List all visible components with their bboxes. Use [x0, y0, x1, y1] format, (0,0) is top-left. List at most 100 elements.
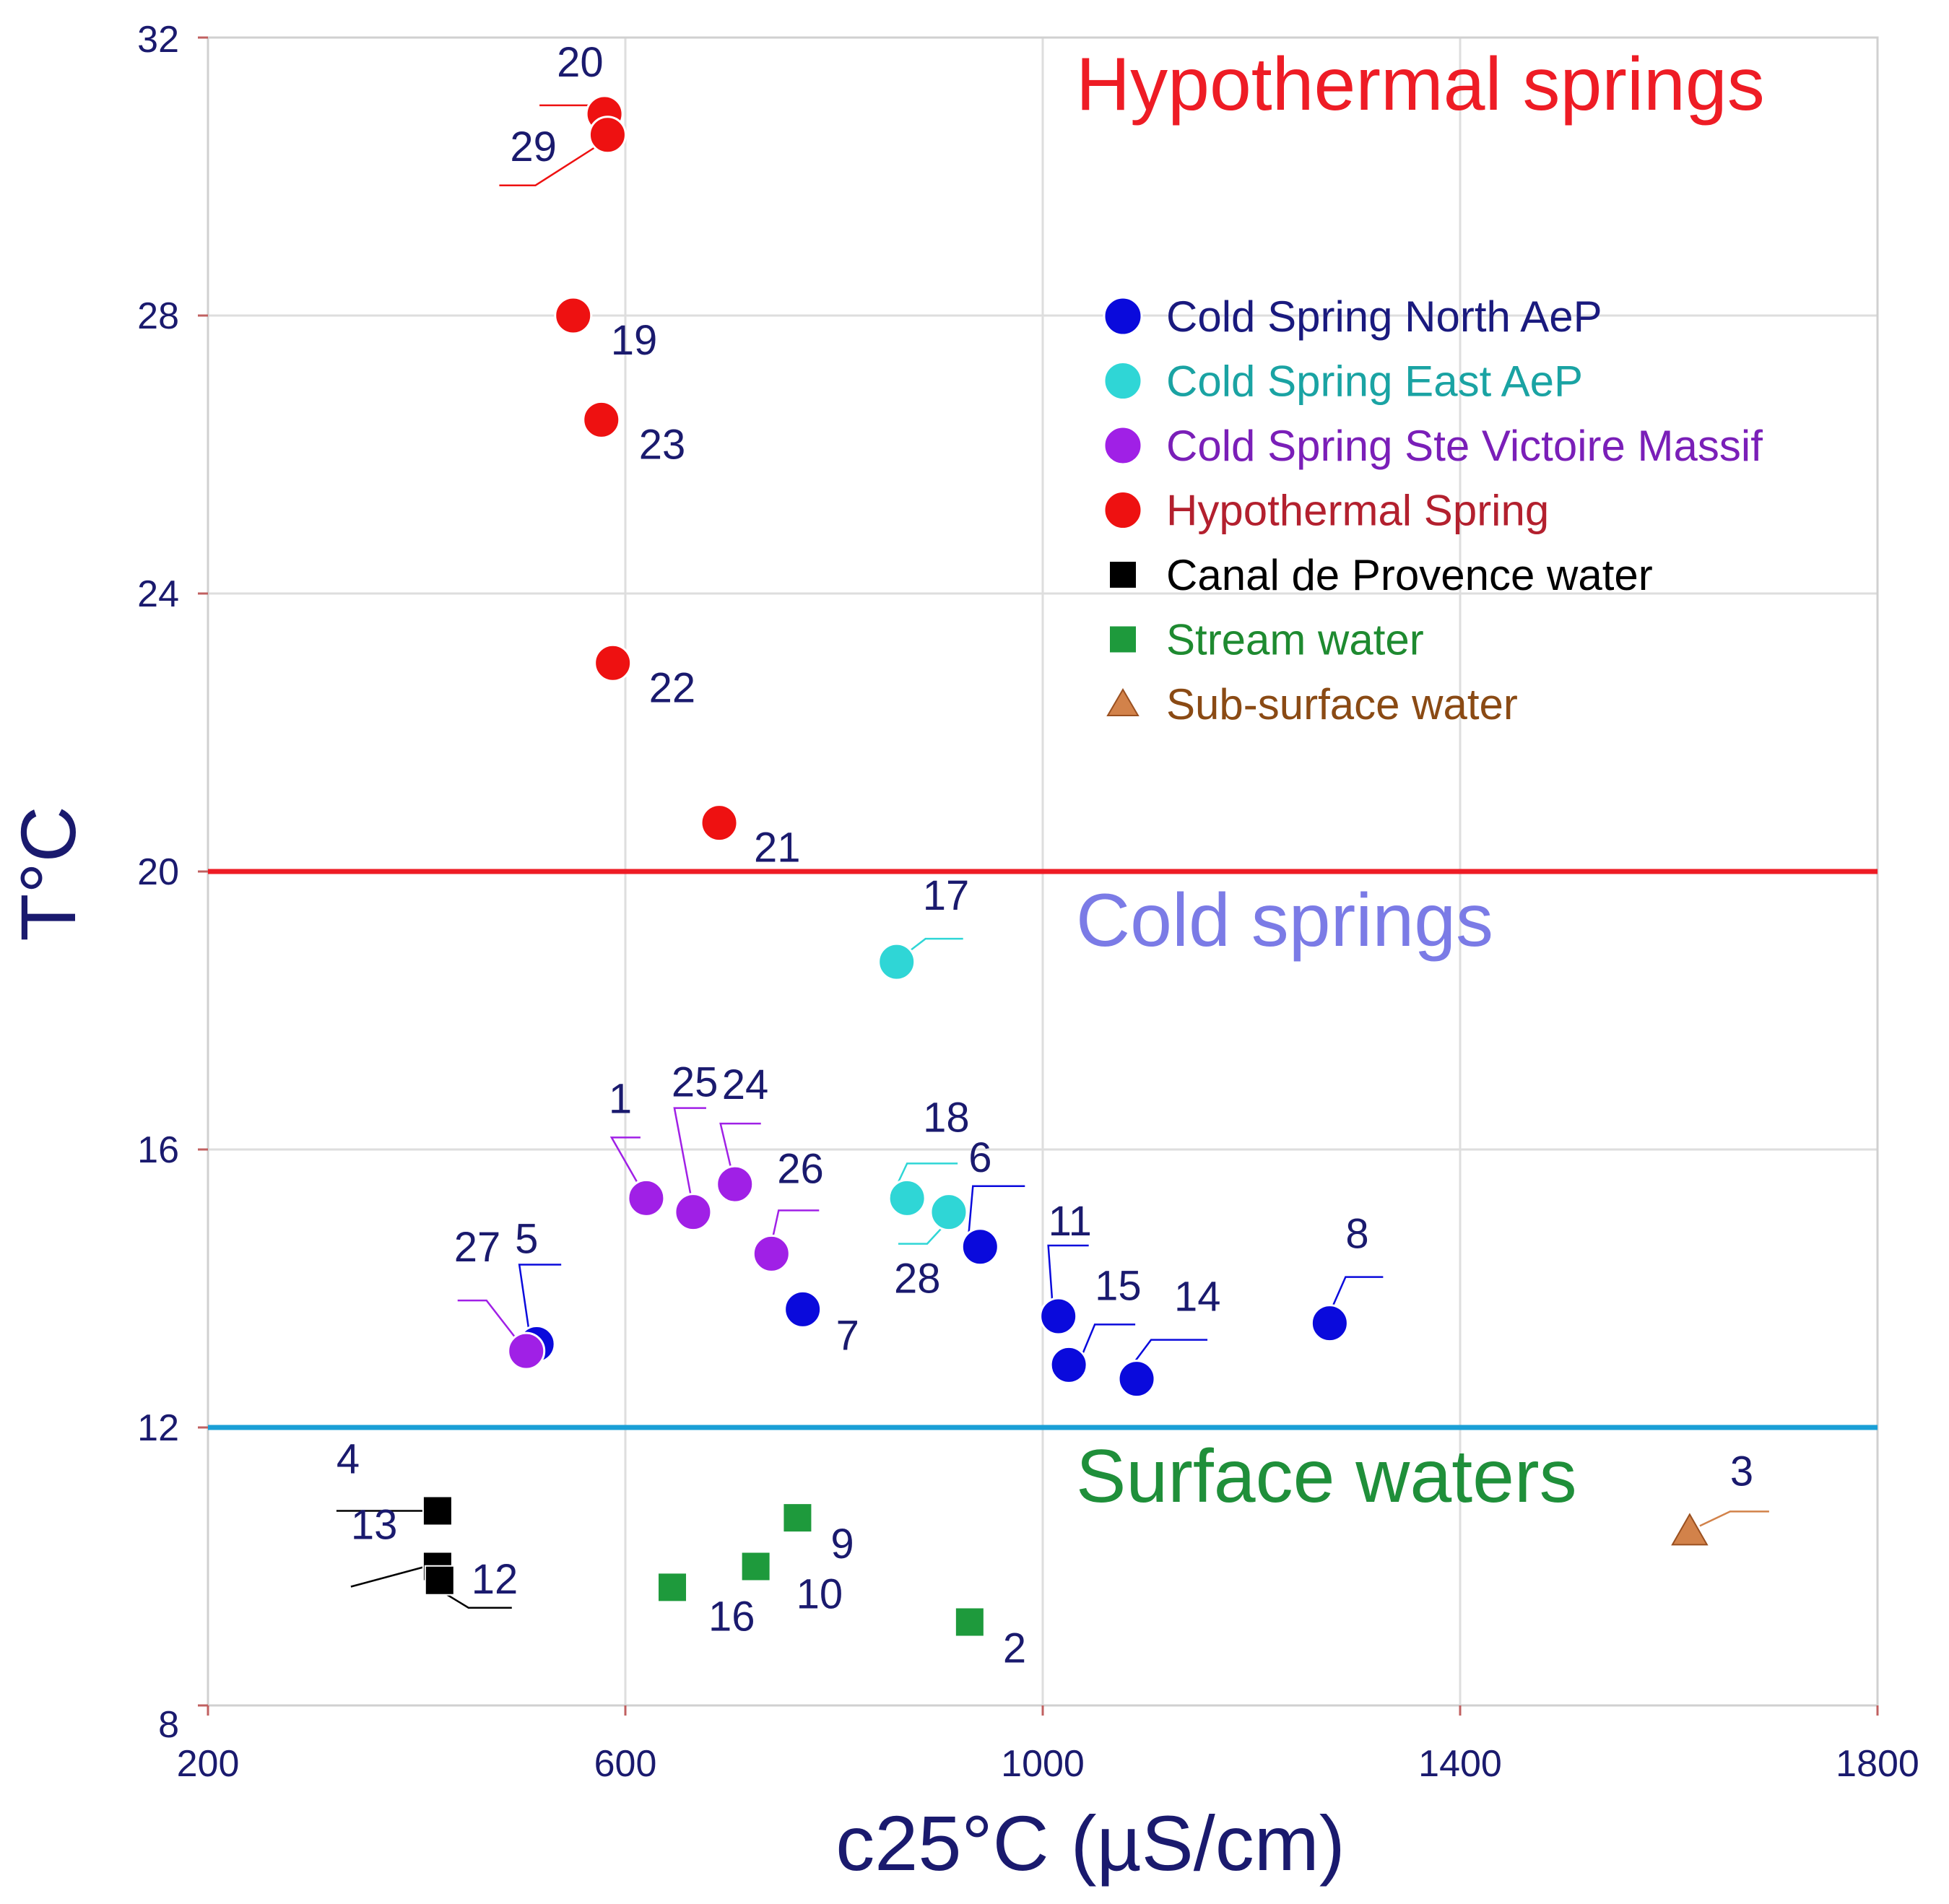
leader-29	[499, 141, 604, 186]
point-11	[1039, 1297, 1078, 1336]
point-label-3: 3	[1730, 1448, 1753, 1495]
legend-label-3: Hypothermal Spring	[1166, 487, 1549, 535]
point-17	[877, 942, 916, 981]
label-leader-lines	[336, 104, 1769, 1609]
legend-marker-6	[1106, 688, 1140, 716]
point-28	[929, 1193, 968, 1232]
point-label-10: 10	[796, 1571, 843, 1618]
point-label-13: 13	[351, 1502, 398, 1549]
point-label-14: 14	[1174, 1274, 1221, 1321]
leader-28	[898, 1224, 945, 1245]
point-18	[887, 1178, 926, 1217]
y-tick-label-20: 20	[137, 851, 179, 893]
point-label-25: 25	[672, 1059, 719, 1106]
leader-27	[457, 1299, 520, 1343]
y-tick-label-8: 8	[158, 1704, 179, 1746]
leader-15	[1079, 1323, 1136, 1360]
y-tick-label-32: 32	[137, 19, 179, 61]
legend-marker-2	[1103, 425, 1143, 466]
point-label-28: 28	[894, 1256, 941, 1303]
point-9	[782, 1503, 813, 1534]
leader-25	[673, 1107, 706, 1201]
x-axis-title: c25°C (µS/cm)	[835, 1799, 1345, 1887]
legend-label-4: Canal de Provence water	[1166, 551, 1653, 599]
point-27	[507, 1331, 546, 1370]
y-tick-label-16: 16	[137, 1129, 179, 1171]
point-1	[627, 1178, 666, 1217]
point-label-19: 19	[611, 317, 658, 364]
hypothermal-region-label: Hypothermal springs	[1076, 43, 1765, 126]
point-19	[554, 296, 593, 335]
point-label-2: 2	[1003, 1625, 1026, 1672]
region-labels: Hypothermal springs Cold springs Surface w…	[1076, 43, 1765, 1518]
point-label-11: 11	[1049, 1198, 1092, 1245]
point-label-8: 8	[1345, 1211, 1368, 1258]
leader-14	[1129, 1339, 1208, 1370]
leader-12	[442, 1591, 512, 1609]
point-label-23: 23	[639, 421, 686, 468]
y-tick-label-24: 24	[137, 573, 179, 615]
point-label-12: 12	[472, 1556, 518, 1603]
point-label-16: 16	[708, 1593, 755, 1640]
leader-13	[350, 1565, 427, 1588]
legend-marker-5	[1110, 626, 1136, 653]
point-16	[657, 1572, 688, 1603]
point-label-4: 4	[337, 1436, 360, 1483]
point-4	[422, 1495, 453, 1526]
point-3	[1671, 1513, 1709, 1546]
point-label-5: 5	[515, 1216, 538, 1263]
point-label-18: 18	[923, 1094, 970, 1141]
leader-6	[968, 1185, 1025, 1235]
point-label-22: 22	[649, 664, 696, 711]
point-label-29: 29	[510, 123, 557, 170]
point-8	[1310, 1304, 1349, 1343]
x-tick-label-1800: 1800	[1836, 1743, 1919, 1785]
leader-11	[1047, 1244, 1089, 1307]
legend-label-1: Cold Spring East AeP	[1166, 357, 1583, 406]
leader-8	[1329, 1276, 1384, 1314]
legend-label-5: Stream water	[1166, 616, 1424, 664]
leader-18	[895, 1162, 958, 1188]
leader-1	[609, 1136, 641, 1188]
point-15	[1049, 1345, 1088, 1384]
legend-marker-3	[1103, 490, 1143, 530]
y-tick-label-28: 28	[137, 295, 179, 337]
legend-marker-4	[1110, 562, 1136, 588]
point-10	[740, 1551, 771, 1582]
point-label-9: 9	[830, 1521, 854, 1568]
legend-label-2: Cold Spring Ste Victoire Massif	[1166, 422, 1763, 470]
x-tick-label-1400: 1400	[1418, 1743, 1502, 1785]
cold-region-label: Cold springs	[1076, 879, 1493, 962]
legend-marker-0	[1103, 296, 1143, 336]
leader-24	[719, 1122, 761, 1173]
legend-label-0: Cold Spring North AeP	[1166, 292, 1602, 341]
point-label-20: 20	[557, 39, 604, 86]
point-12	[424, 1565, 455, 1596]
legend-label-6: Sub-surface water	[1166, 680, 1518, 729]
point-6	[960, 1227, 999, 1266]
point-21	[700, 804, 739, 843]
point-label-7: 7	[836, 1312, 859, 1359]
leader-26	[771, 1209, 820, 1244]
point-label-6: 6	[968, 1134, 991, 1181]
y-tick-label-12: 12	[137, 1407, 179, 1449]
leader-5	[518, 1264, 562, 1334]
x-tick-label-600: 600	[594, 1743, 657, 1785]
point-label-15: 15	[1095, 1262, 1142, 1309]
point-label-21: 21	[754, 825, 801, 871]
point-25	[674, 1193, 713, 1232]
x-tick-label-200: 200	[177, 1743, 240, 1785]
legend: Cold Spring North AeP Cold Spring East Ae…	[1103, 292, 1763, 729]
point-7	[783, 1290, 822, 1329]
point-label-27: 27	[454, 1224, 501, 1271]
point-label-17: 17	[923, 872, 970, 919]
point-label-1: 1	[609, 1075, 632, 1122]
point-22	[594, 643, 633, 682]
point-24	[716, 1165, 755, 1204]
point-29	[588, 116, 627, 155]
surface-region-label: Surface waters	[1076, 1435, 1577, 1518]
point-23	[582, 400, 621, 439]
data-points	[422, 95, 1709, 1638]
